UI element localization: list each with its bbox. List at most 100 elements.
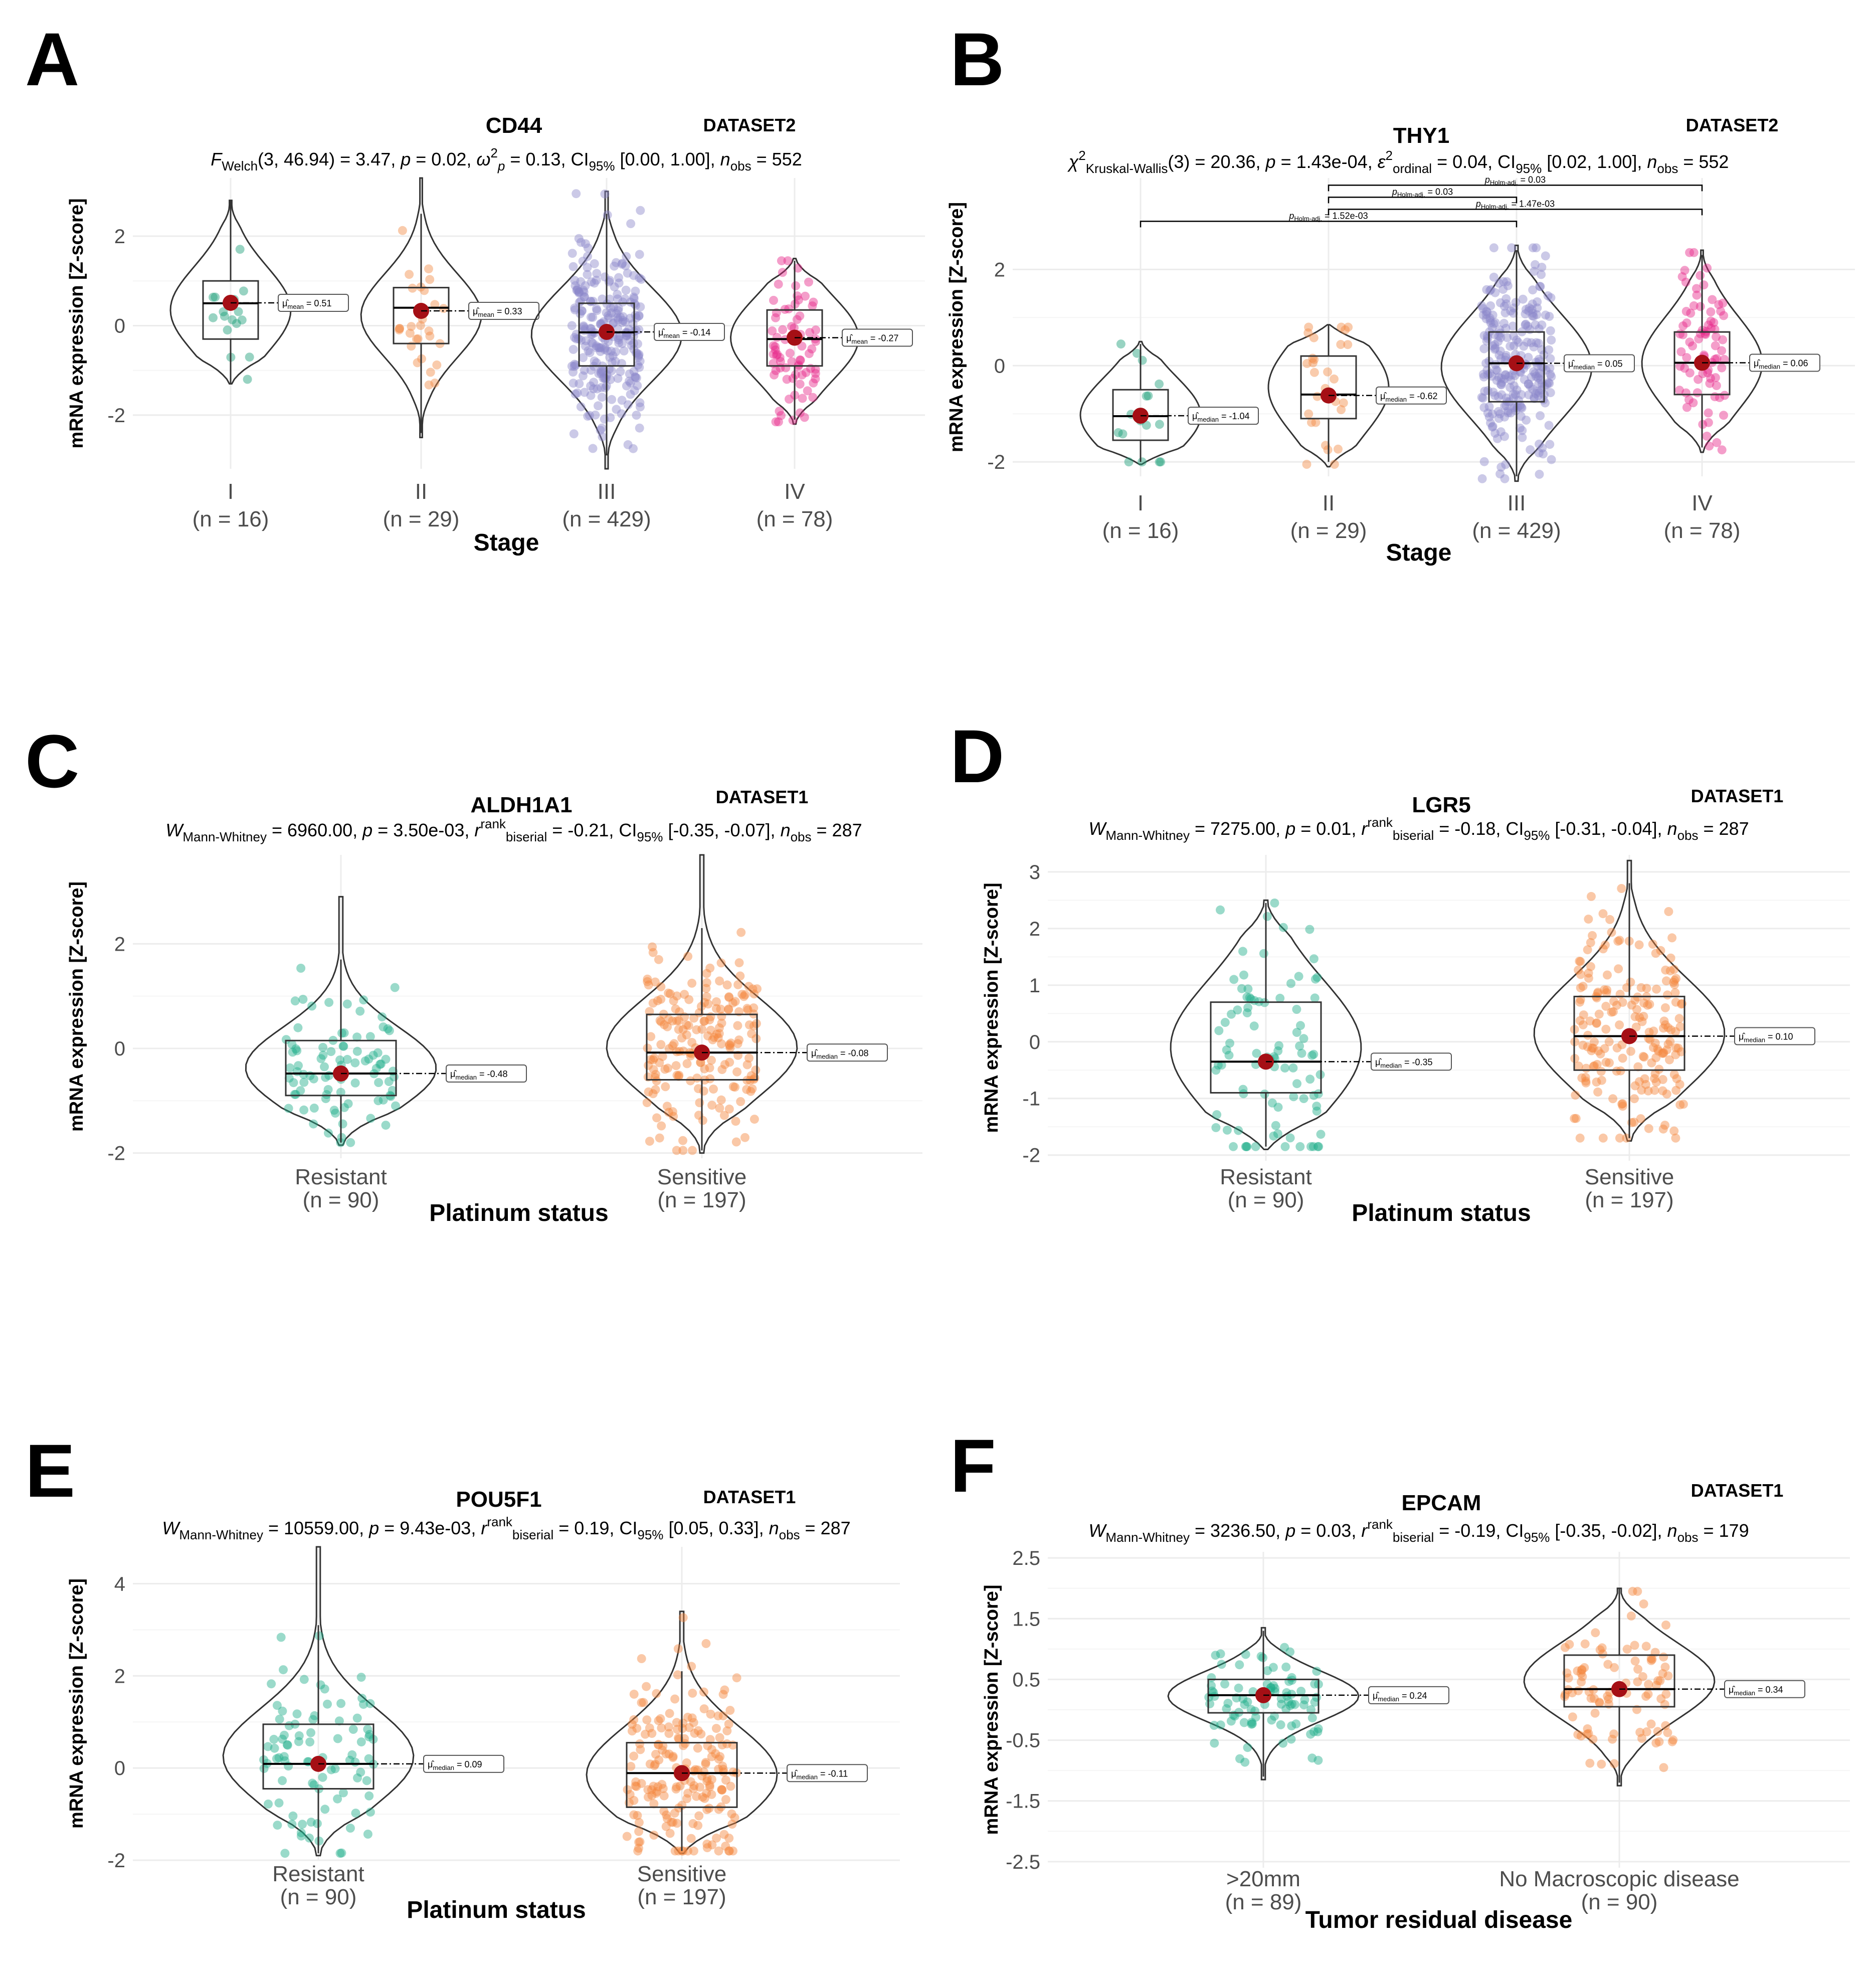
data-point — [629, 1715, 639, 1724]
data-point — [223, 325, 232, 335]
data-point — [1313, 1142, 1323, 1151]
data-point — [592, 275, 601, 285]
data-point — [748, 984, 758, 994]
data-point — [600, 272, 610, 282]
data-point — [768, 326, 777, 335]
data-point — [1615, 1133, 1624, 1143]
data-point — [1482, 285, 1491, 294]
data-point — [574, 288, 584, 298]
data-point — [1660, 1020, 1670, 1029]
data-point — [1297, 1048, 1306, 1058]
y-tick-label: 2 — [114, 226, 125, 248]
stats-subtitle: WMann-Whitney = 7275.00, p = 0.01, rrank… — [1088, 815, 1749, 843]
data-point — [690, 1728, 699, 1738]
data-point — [1314, 1755, 1323, 1765]
data-point — [1490, 344, 1499, 354]
data-point — [648, 942, 657, 952]
data-point — [672, 1016, 682, 1025]
data-point — [1685, 337, 1695, 347]
data-point — [688, 1146, 697, 1155]
data-point — [1482, 306, 1491, 316]
data-point — [1211, 1651, 1220, 1660]
data-point — [314, 1631, 324, 1641]
data-point — [652, 1787, 662, 1796]
data-point — [1633, 1062, 1643, 1072]
data-point — [1479, 457, 1489, 466]
data-point — [1631, 1022, 1641, 1032]
data-point — [1576, 995, 1585, 1004]
data-point — [700, 1064, 709, 1074]
data-point — [691, 1765, 700, 1774]
data-point — [687, 978, 697, 988]
data-point — [746, 1071, 756, 1081]
data-point — [733, 1021, 742, 1030]
subtitle-part: median — [1378, 1695, 1399, 1703]
data-point — [717, 1786, 726, 1795]
data-point — [677, 1033, 686, 1043]
data-point — [707, 1840, 717, 1850]
data-point — [717, 1784, 726, 1794]
data-point — [1603, 970, 1612, 980]
data-point — [211, 292, 220, 302]
data-point — [1118, 429, 1128, 439]
subtitle-part: 2 — [490, 145, 497, 160]
data-point — [682, 1794, 691, 1804]
data-point — [1592, 1018, 1601, 1027]
data-point — [1216, 1720, 1225, 1730]
box-iqr — [1563, 1654, 1675, 1708]
data-point — [594, 343, 604, 352]
data-point — [1574, 1686, 1583, 1696]
data-point — [1715, 393, 1724, 402]
data-point — [1214, 1026, 1224, 1035]
y-tick-label: 0 — [994, 355, 1005, 377]
data-point — [243, 375, 252, 384]
data-point — [1521, 319, 1531, 329]
data-point — [658, 1052, 667, 1061]
data-point — [642, 1715, 652, 1725]
data-point — [724, 1846, 733, 1856]
box-iqr — [578, 302, 635, 367]
data-point — [350, 1058, 360, 1067]
data-point — [727, 1820, 737, 1829]
data-point — [1577, 1665, 1587, 1675]
data-point — [1628, 1586, 1637, 1596]
data-point — [291, 1090, 300, 1099]
subtitle-part: 95% — [589, 158, 615, 173]
data-point — [733, 980, 743, 989]
data-point — [1648, 940, 1657, 949]
dataset-label: DATASET1 — [1691, 1480, 1784, 1501]
data-point — [1590, 1061, 1599, 1070]
data-point — [626, 378, 635, 388]
data-point — [581, 336, 591, 345]
data-point — [1523, 321, 1533, 331]
data-point — [772, 350, 781, 360]
data-point — [629, 444, 638, 453]
data-point — [662, 1102, 672, 1111]
dataset-label: DATASET1 — [703, 1487, 796, 1507]
data-point — [1602, 985, 1612, 995]
data-point — [632, 373, 641, 383]
data-point — [1586, 1694, 1596, 1703]
data-point — [698, 1116, 707, 1125]
data-point — [631, 1777, 641, 1787]
subtitle-part: Mann-Whitney — [1105, 828, 1190, 843]
data-point — [744, 1053, 754, 1063]
data-point — [235, 245, 245, 254]
data-point — [1593, 989, 1602, 998]
data-point — [569, 379, 578, 388]
data-point — [1500, 401, 1510, 411]
data-point — [683, 1789, 693, 1798]
data-point — [1239, 1718, 1249, 1727]
data-point — [769, 296, 778, 305]
data-point — [320, 1805, 330, 1814]
data-point — [296, 1828, 306, 1838]
data-point — [714, 1754, 723, 1764]
data-point — [1528, 385, 1538, 394]
data-point — [602, 308, 611, 317]
data-point — [1524, 379, 1533, 389]
data-point — [1688, 341, 1698, 350]
subtitle-part: = -0.14 — [680, 327, 711, 337]
